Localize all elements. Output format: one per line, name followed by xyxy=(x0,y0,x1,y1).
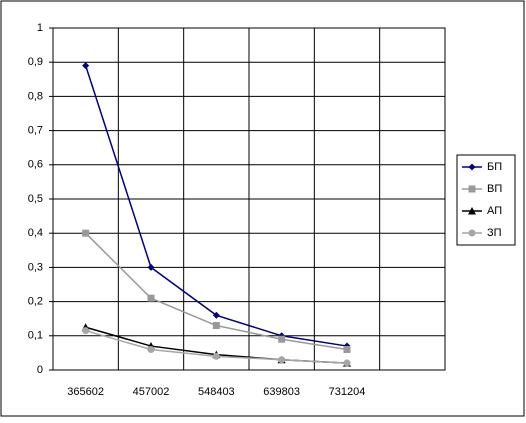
legend-label: ЗП xyxy=(487,227,502,239)
legend-marker xyxy=(468,163,476,171)
y-tick-label: 0,7 xyxy=(28,125,43,137)
data-point xyxy=(212,352,220,360)
y-tick-label: 0,4 xyxy=(28,227,43,239)
y-tick-label: 0,5 xyxy=(28,193,43,205)
legend-marker xyxy=(468,185,476,193)
legend-box xyxy=(456,154,516,246)
data-point xyxy=(212,322,220,330)
y-tick-label: 0 xyxy=(37,364,43,376)
legend-marker xyxy=(468,207,476,215)
data-point xyxy=(278,335,286,343)
data-point xyxy=(343,359,351,367)
legend-label: ВП xyxy=(487,183,502,195)
data-point xyxy=(82,327,90,335)
data-point xyxy=(212,311,220,319)
data-point xyxy=(147,263,155,271)
x-tick-label: 365602 xyxy=(67,386,104,398)
y-tick-label: 0,1 xyxy=(28,330,43,342)
x-tick-label: 548403 xyxy=(198,386,235,398)
y-tick-label: 0,9 xyxy=(28,56,43,68)
data-point xyxy=(147,345,155,353)
y-tick-label: 0,3 xyxy=(28,261,43,273)
legend-label: БП xyxy=(487,161,502,173)
legend-label: АП xyxy=(487,205,502,217)
x-tick-label: 639803 xyxy=(263,386,300,398)
data-point xyxy=(278,356,286,364)
y-tick-label: 1 xyxy=(37,22,43,34)
data-point xyxy=(147,294,155,302)
x-tick-label: 457002 xyxy=(133,386,170,398)
y-tick-label: 0,8 xyxy=(28,90,43,102)
y-tick-label: 0,2 xyxy=(28,296,43,308)
data-point xyxy=(343,345,351,353)
y-tick-label: 0,6 xyxy=(28,159,43,171)
data-point xyxy=(82,62,90,70)
data-point xyxy=(82,229,90,237)
x-tick-label: 731204 xyxy=(329,386,366,398)
legend-marker xyxy=(468,229,476,237)
